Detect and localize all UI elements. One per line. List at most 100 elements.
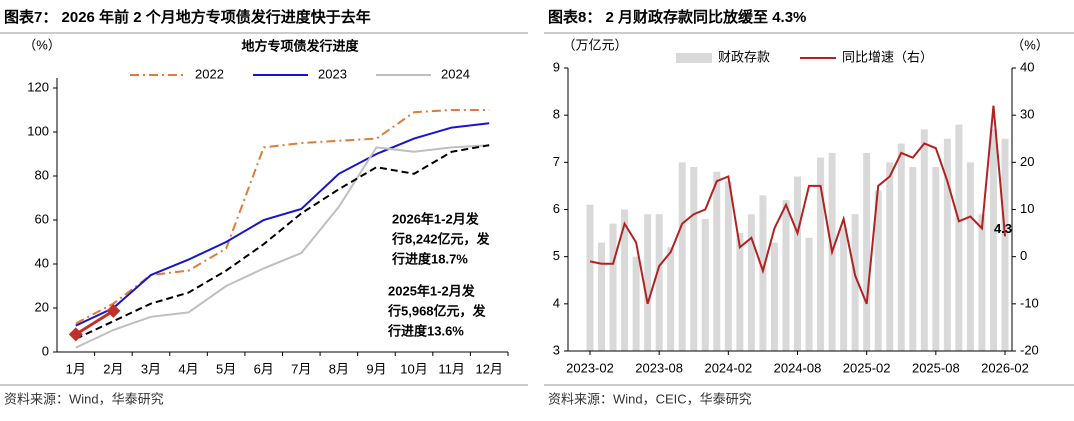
chart-title: 图表7： 2026 年前 2 个月地方专项债发行进度快于去年: [4, 8, 371, 26]
y-tick-label: 120: [27, 79, 49, 94]
x-tick-label: 2024-02: [704, 360, 752, 375]
x-tick-label: 6月: [254, 361, 274, 376]
legend-swatch: [676, 53, 712, 63]
series-line: [75, 122, 490, 327]
x-tick-label: 2025-02: [843, 360, 891, 375]
y2-tick-label: 30: [1020, 107, 1034, 122]
bar: [794, 176, 801, 351]
y-tick-label: 60: [35, 211, 49, 226]
annotation: 行进度18.7%: [391, 251, 468, 266]
source: 资料来源：Wind，华泰研究: [4, 391, 164, 406]
bar: [874, 190, 882, 351]
x-tick-label: 3月: [141, 361, 161, 376]
bar: [655, 214, 663, 351]
x-tick-label: 11月: [438, 361, 465, 376]
bar: [690, 167, 698, 351]
x-tick-label: 2023-08: [635, 360, 683, 375]
bar: [817, 157, 825, 351]
bar: [886, 162, 894, 351]
y2-tick-label: 20: [1020, 154, 1034, 169]
annotation: 行进度13.6%: [387, 323, 464, 338]
x-tick-label: 2026-02: [981, 360, 1029, 375]
y2-tick-label: 40: [1020, 59, 1034, 74]
bar: [667, 247, 675, 351]
bar: [909, 167, 917, 351]
y-tick-label: 0: [42, 343, 49, 358]
y-tick-label: 7: [553, 154, 560, 169]
bar: [609, 223, 617, 351]
y-tick-label: 5: [553, 248, 560, 263]
y-tick-label: 9: [553, 59, 560, 74]
series-line: [75, 144, 490, 340]
bar: [943, 138, 951, 351]
series-line: [74, 309, 115, 336]
bar: [851, 214, 859, 351]
annotation: 2025年1-2月发: [388, 283, 476, 298]
bar: [782, 200, 790, 351]
y2-tick-label: -20: [1020, 342, 1039, 357]
y-tick-label: 100: [27, 123, 49, 138]
bar: [1001, 138, 1009, 351]
legend-label: 同比增速（右）: [842, 49, 933, 64]
point-marker: [68, 327, 83, 342]
x-tick-label: 7月: [291, 361, 311, 376]
y-tick-label: 4: [553, 295, 560, 310]
x-tick-label: 8月: [329, 361, 349, 376]
x-tick-label: 5月: [216, 361, 236, 376]
annotation: 行5,968亿元，发: [387, 303, 487, 318]
bar: [724, 181, 732, 351]
annotation: 2026年1-2月发: [392, 211, 480, 226]
series-line: [589, 105, 1006, 305]
x-tick-label: 10月: [400, 361, 427, 376]
y-axis-label: （万亿元）: [562, 37, 627, 52]
bar: [701, 218, 709, 351]
bar: [747, 214, 755, 351]
annotation: 行8,242亿元，发: [391, 231, 491, 246]
x-tick-label: 4月: [178, 361, 198, 376]
bar: [644, 214, 652, 351]
bar: [598, 242, 606, 351]
series-line: [75, 144, 490, 349]
y-tick-label: 80: [35, 167, 49, 182]
bar: [955, 124, 963, 351]
bar: [863, 152, 871, 351]
y-axis-label: （%）: [23, 37, 61, 52]
bar: [586, 204, 594, 351]
y-tick-label: 8: [553, 107, 560, 122]
y2-tick-label: 0: [1020, 248, 1027, 263]
bar: [632, 256, 640, 351]
legend-label: 2022: [195, 66, 224, 81]
x-tick-label: 9月: [366, 361, 386, 376]
bar: [805, 237, 813, 351]
legend-label: 2023: [318, 66, 347, 81]
y2-tick-label: -10: [1020, 295, 1039, 310]
y2-tick-label: 10: [1020, 201, 1034, 216]
x-tick-label: 12月: [475, 361, 502, 376]
bar: [966, 162, 974, 351]
y-tick-label: 3: [553, 342, 560, 357]
bar: [932, 167, 940, 351]
y2-axis-label: （%）: [1011, 37, 1049, 52]
bar: [920, 129, 928, 351]
bar: [621, 209, 629, 351]
bar: [713, 171, 721, 351]
point-marker: [106, 303, 121, 318]
x-tick-label: 2023-02: [566, 360, 614, 375]
bar: [978, 214, 986, 351]
bar: [989, 129, 997, 351]
data-label: 4.3: [994, 221, 1012, 236]
legend-label: 2024: [441, 66, 470, 81]
chart-title: 图表8： 2 月财政存款同比放缓至 4.3%: [548, 8, 806, 26]
source: 资料来源：Wind，CEIC，华泰研究: [548, 391, 752, 406]
y-tick-label: 6: [553, 201, 560, 216]
bar: [770, 242, 778, 351]
x-tick-label: 2024-08: [774, 360, 822, 375]
x-tick-label: 1月: [66, 361, 86, 376]
x-tick-label: 2月: [103, 361, 123, 376]
x-tick-label: 2025-08: [912, 360, 960, 375]
y-tick-label: 20: [35, 299, 49, 314]
y-tick-label: 40: [35, 255, 49, 270]
bar: [736, 233, 744, 351]
legend-label: 财政存款: [718, 49, 770, 64]
